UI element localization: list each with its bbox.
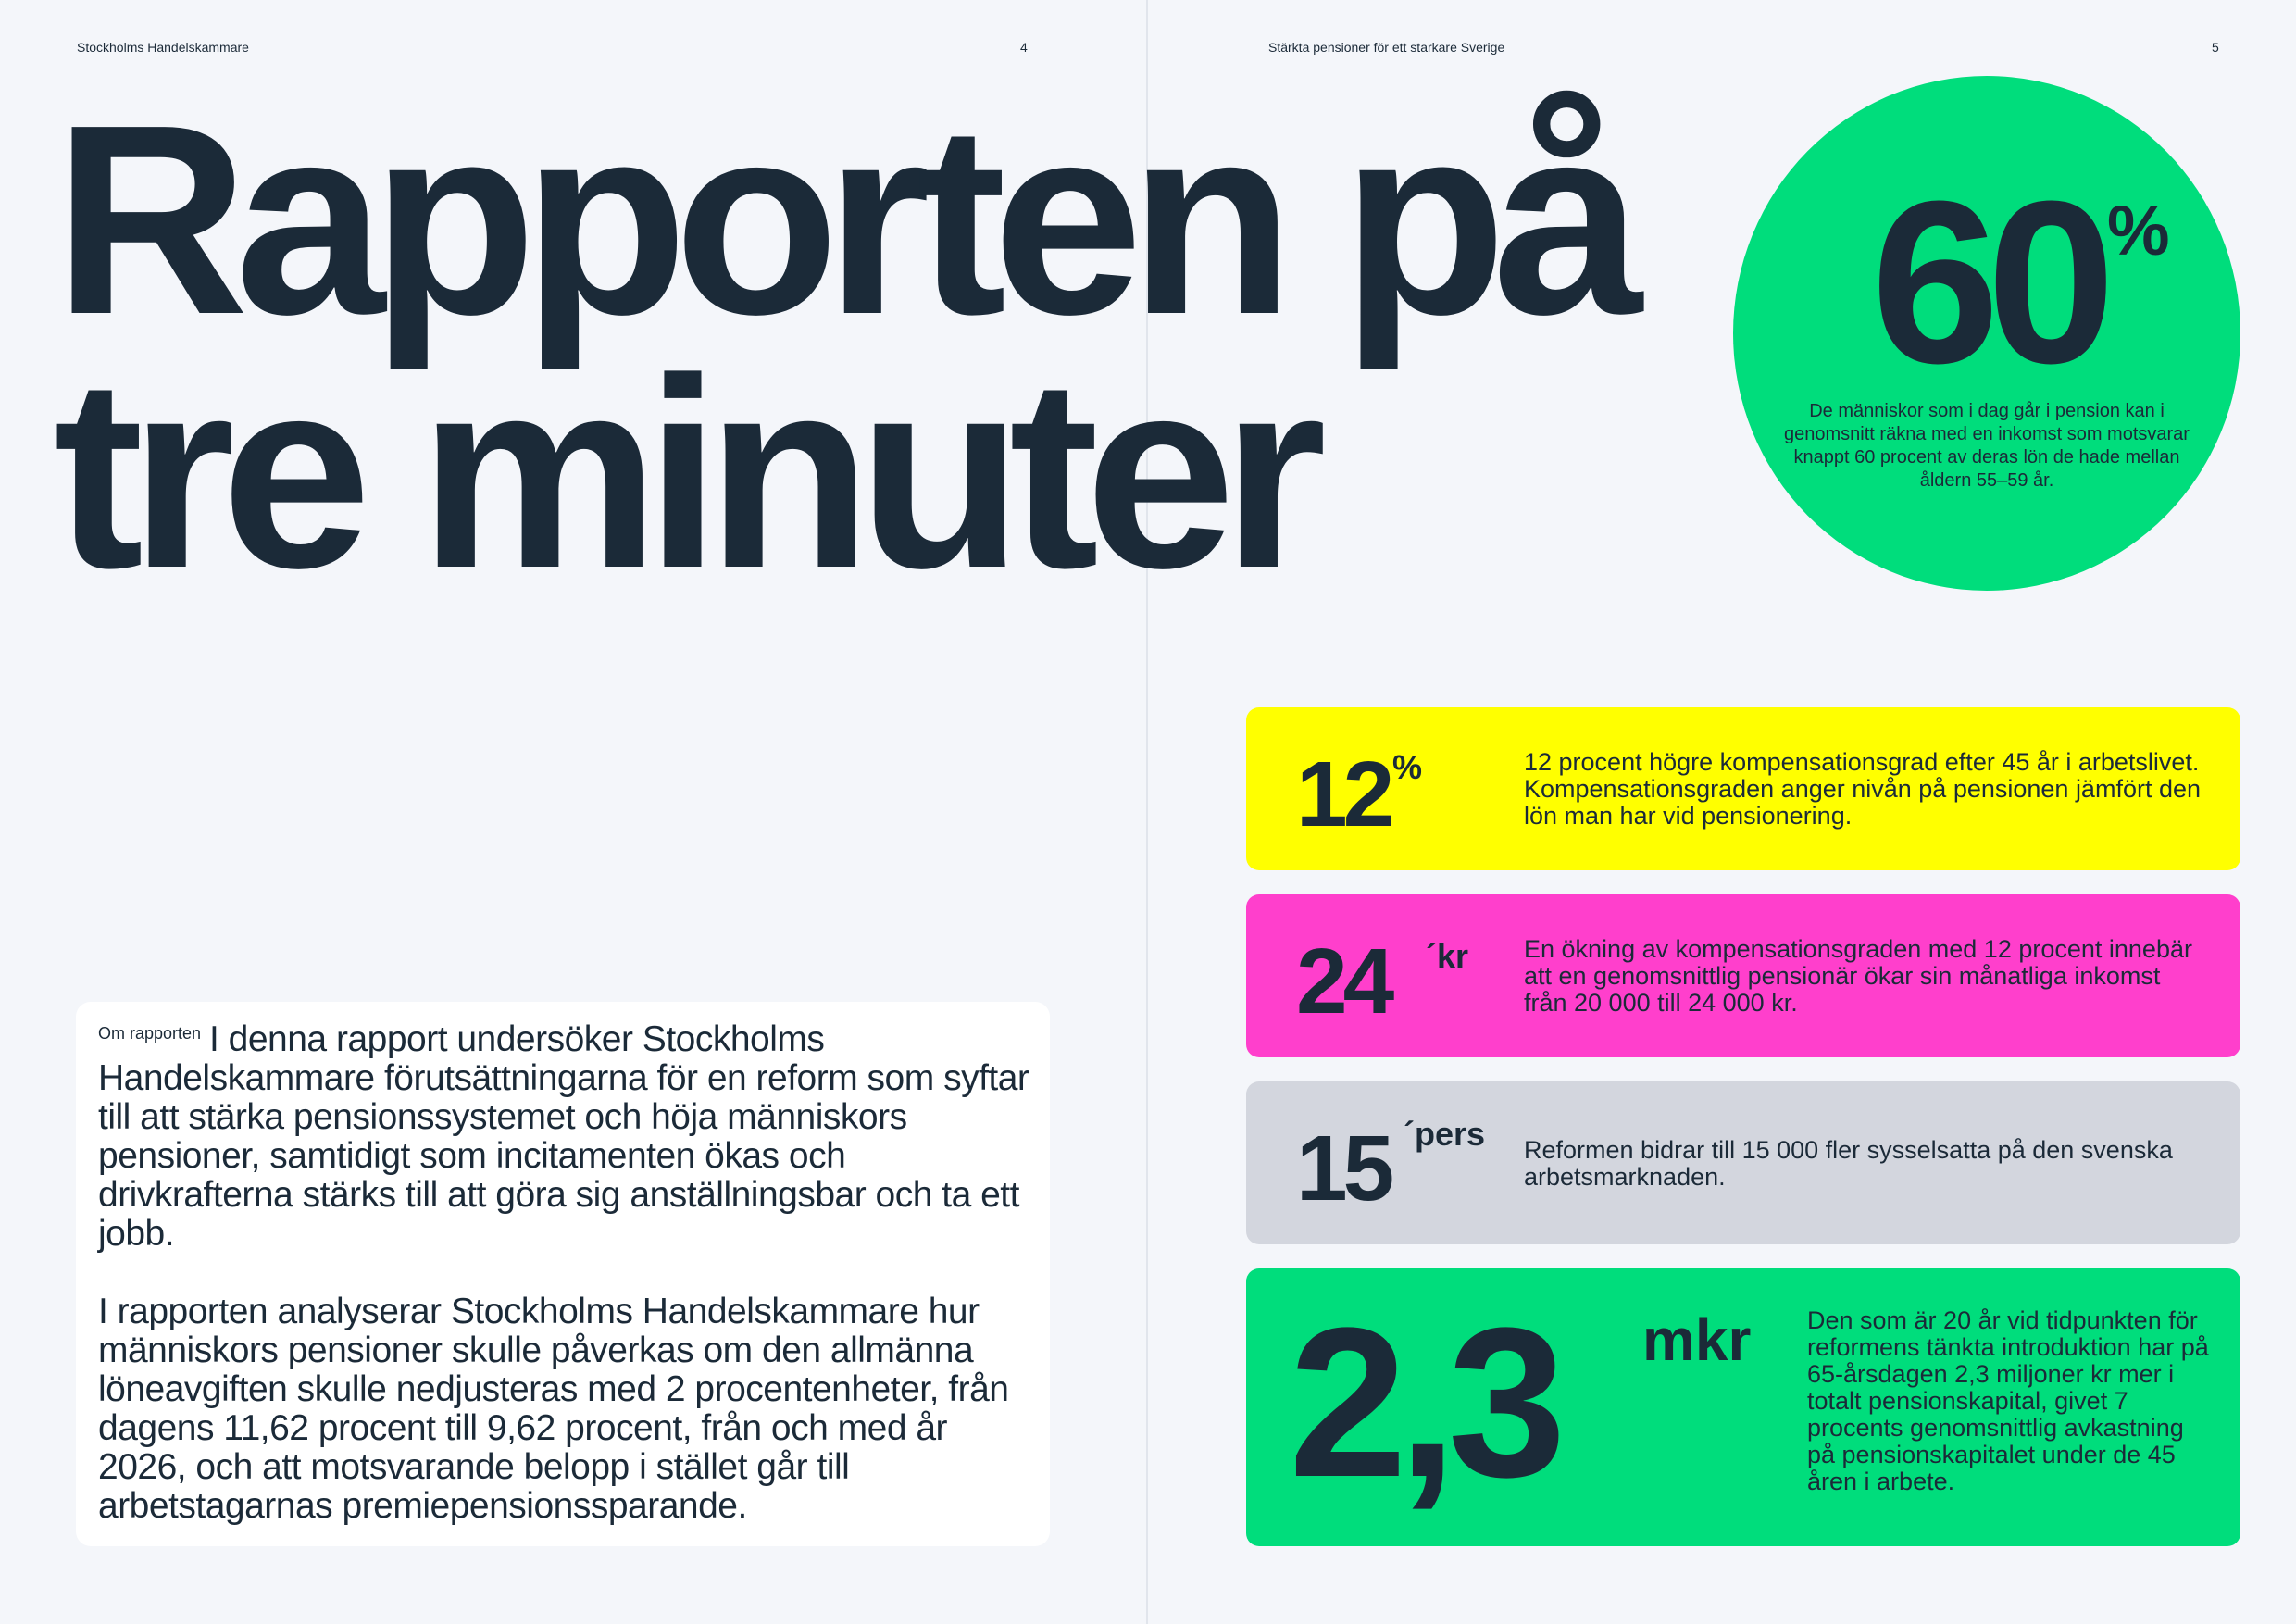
stat-value: 12 [1296, 743, 1394, 846]
stat-value: 24 [1296, 930, 1394, 1033]
stat-value: 15 [1296, 1117, 1394, 1220]
stat-description: 12 procent högre kompensationsgrad efter… [1524, 748, 2202, 830]
stat-description: Reformen bidrar till 15 000 fler syssels… [1524, 1136, 2173, 1191]
stat-card-green: 2,3 mkr Den som är 20 år vid tidpunkten … [1246, 1268, 2240, 1546]
page-number-right: 5 [2212, 40, 2219, 55]
circle-stat-description: De människor som i dag går i pension kan… [1784, 401, 2190, 491]
stat-value: 2,3 [1289, 1283, 1566, 1521]
running-header-right: Stärkta pensioner för ett starkare Sveri… [1268, 40, 1505, 55]
stat-unit: % [1392, 748, 1423, 786]
stat-unit: ´kr [1426, 937, 1469, 975]
circle-stat-value: 60 [1870, 153, 2115, 411]
headline-line-2: tre minuter [54, 322, 1327, 624]
circle-stat: 60 % De människor som i dag går i pensio… [1733, 76, 2240, 591]
about-report-label: Om rapporten [98, 1024, 202, 1043]
about-paragraph-2: I rapporten analyserar Stockholms Handel… [98, 1292, 1009, 1526]
running-header-left: Stockholms Handelskammare [77, 40, 249, 55]
headline-line-1: Rapporten på [54, 69, 1643, 370]
page-headline: Rapporten på tre minuter [54, 69, 1643, 624]
circle-stat-unit: % [2107, 192, 2170, 270]
stat-card-magenta: 24 ´kr En ökning av kompensationsgraden … [1246, 894, 2240, 1057]
stat-card-yellow: 12 % 12 procent högre kompensationsgrad … [1246, 707, 2240, 870]
page-number-left: 4 [1020, 40, 1028, 55]
about-report-box: Om rapporten I denna rapport undersöker … [76, 1002, 1050, 1546]
stat-description: Den som är 20 år vid tidpunkten för refo… [1807, 1306, 2209, 1495]
about-paragraph-1: I denna rapport undersöker Stockholms Ha… [98, 1019, 1029, 1254]
stat-unit: mkr [1642, 1306, 1752, 1373]
stat-description: En ökning av kompensationsgraden med 12 … [1524, 935, 2192, 1017]
stat-unit: ´pers [1404, 1115, 1486, 1153]
page-spine-divider [1146, 0, 1148, 1624]
stat-card-grey: 15 ´pers Reformen bidrar till 15 000 fle… [1246, 1081, 2240, 1244]
about-report-text: I denna rapport undersöker Stockholms Ha… [98, 1020, 1033, 1565]
